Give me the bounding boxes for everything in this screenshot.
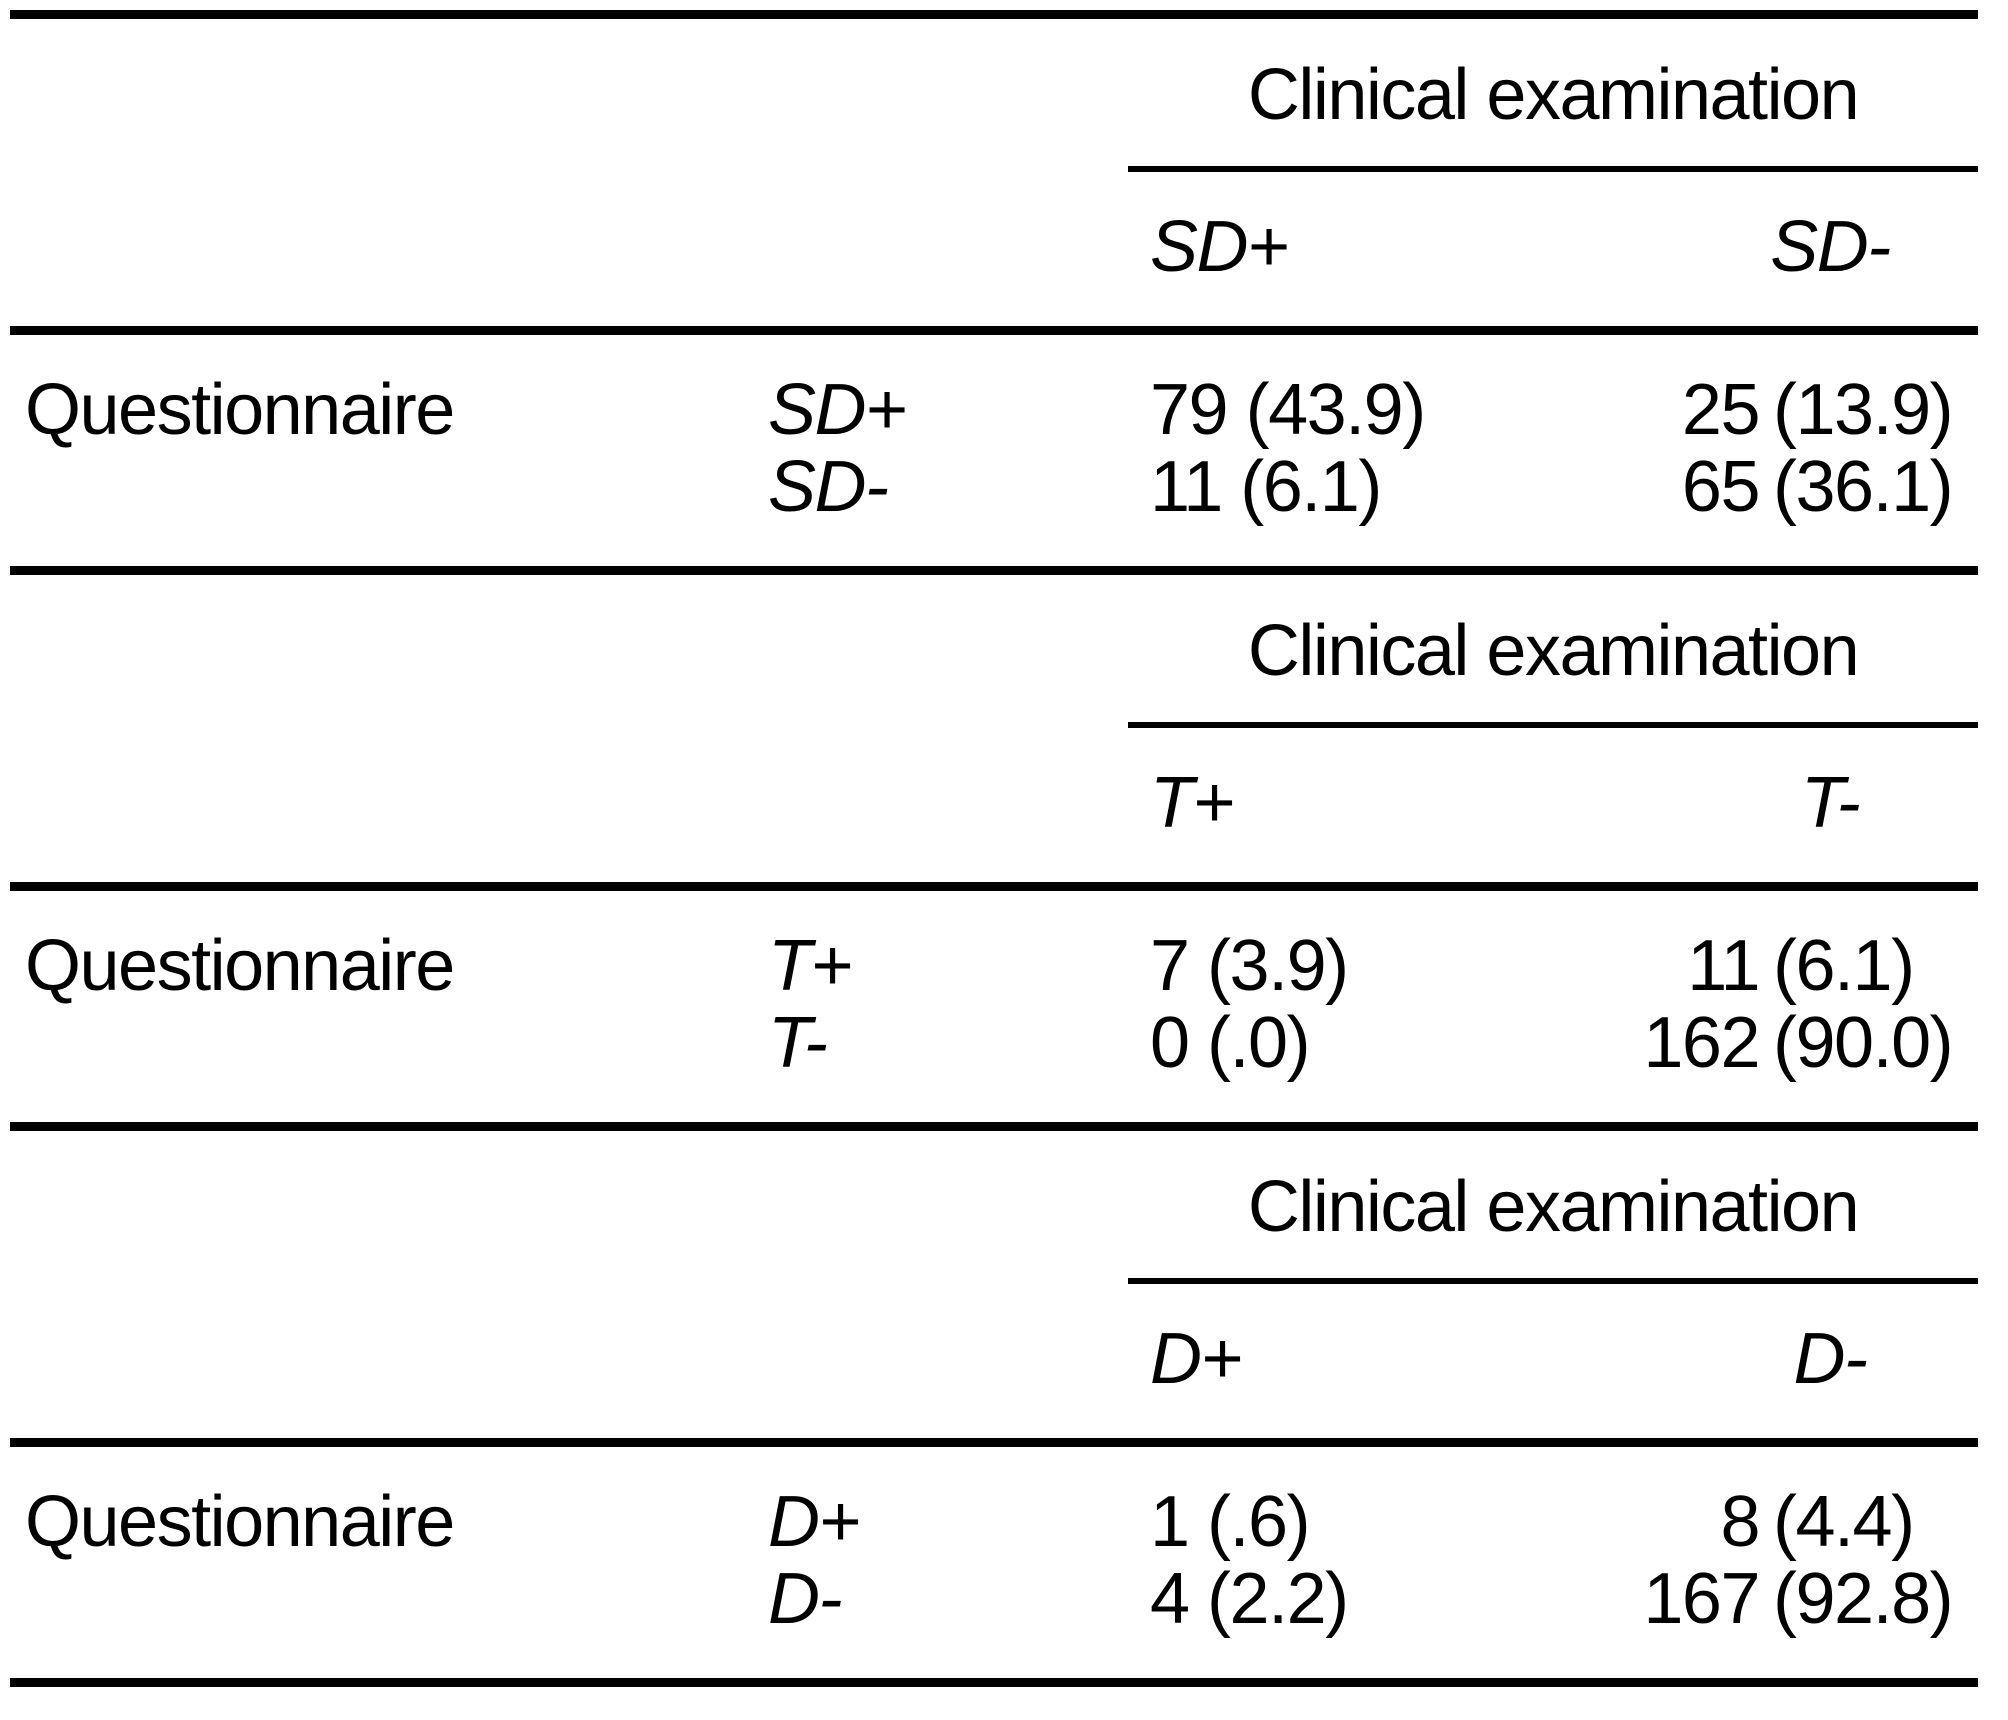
table-row: SD- 11 (6.1) 65 (36.1)	[0, 447, 2008, 527]
column-header-d-negative: D-	[1793, 1319, 1868, 1399]
cell-percent: (13.9)	[1773, 370, 1954, 450]
clinical-examination-header: Clinical examination	[1247, 1167, 1860, 1247]
table-row: D- 4 (2.2) 167 (92.8)	[0, 1559, 2008, 1639]
data-cell-dneg-dpos: 4 (2.2)	[1150, 1559, 1349, 1639]
cell-percent: (92.8)	[1773, 1559, 1954, 1639]
data-cell-dpos-dpos: 1 (.6)	[1150, 1482, 1311, 1562]
table-row: Questionnaire T+ 7 (3.9) 11 (6.1)	[0, 926, 2008, 1006]
table-bottom-rule	[10, 1678, 1978, 1687]
column-header-sd-positive: SD+	[1150, 207, 1289, 287]
table-row: T- 0 (.0) 162 (90.0)	[0, 1003, 2008, 1083]
cell-count: 8	[1720, 1482, 1760, 1562]
data-cell-tpos-tneg: 11 (6.1)	[1500, 926, 1978, 1006]
column-header-d-positive: D+	[1150, 1319, 1243, 1399]
row-label-t-negative: T-	[768, 1003, 828, 1083]
subtable-t: Clinical examination T+ T- Questionnaire…	[0, 566, 2008, 1122]
row-group-label-questionnaire: Questionnaire	[25, 926, 455, 1006]
row-group-label-questionnaire: Questionnaire	[25, 370, 455, 450]
data-cell-tpos-tpos: 7 (3.9)	[1150, 926, 1349, 1006]
data-cell-dneg-dneg: 167 (92.8)	[1500, 1559, 1978, 1639]
clinical-examination-header: Clinical examination	[1247, 611, 1860, 691]
data-cell-tneg-tpos: 0 (.0)	[1150, 1003, 1311, 1083]
spanner-rule	[1128, 166, 1978, 172]
spanner-rule	[1128, 1278, 1978, 1284]
data-cell-sdneg-sdneg: 65 (36.1)	[1500, 447, 1978, 527]
column-header-t-negative: T-	[1800, 763, 1861, 843]
column-header-t-positive: T+	[1150, 763, 1235, 843]
cell-count: 65	[1681, 447, 1761, 527]
subtable-sd: Clinical examination SD+ SD- Questionnai…	[0, 10, 2008, 566]
cell-percent: (90.0)	[1773, 1003, 1954, 1083]
row-label-d-positive: D+	[768, 1482, 861, 1562]
header-divider-rule	[10, 882, 1978, 891]
cell-count: 25	[1681, 370, 1761, 450]
cell-percent: (6.1)	[1773, 926, 1915, 1006]
column-header-sd-negative: SD-	[1770, 207, 1891, 287]
table-row: Questionnaire SD+ 79 (43.9) 25 (13.9)	[0, 370, 2008, 450]
data-cell-sdpos-sdneg: 25 (13.9)	[1500, 370, 1978, 450]
header-divider-rule	[10, 326, 1978, 335]
spanner-rule	[1128, 722, 1978, 728]
data-cell-sdpos-sdpos: 79 (43.9)	[1150, 370, 1426, 450]
table-top-rule	[10, 566, 1978, 575]
cell-count: 167	[1643, 1559, 1760, 1639]
cell-percent: (36.1)	[1773, 447, 1954, 527]
cell-count: 11	[1687, 926, 1760, 1006]
data-cell-tneg-tneg: 162 (90.0)	[1500, 1003, 1978, 1083]
table-top-rule	[10, 10, 1978, 19]
header-divider-rule	[10, 1438, 1978, 1447]
table-top-rule	[10, 1122, 1978, 1131]
clinical-examination-header: Clinical examination	[1247, 55, 1860, 135]
cell-percent: (4.4)	[1773, 1482, 1915, 1562]
row-label-sd-positive: SD+	[768, 370, 907, 450]
row-label-t-positive: T+	[768, 926, 853, 1006]
row-group-label-questionnaire: Questionnaire	[25, 1482, 455, 1562]
subtable-d: Clinical examination D+ D- Questionnaire…	[0, 1122, 2008, 1687]
row-label-d-negative: D-	[768, 1559, 842, 1639]
data-cell-sdneg-sdpos: 11 (6.1)	[1150, 447, 1382, 527]
cell-count: 162	[1643, 1003, 1760, 1083]
data-cell-dpos-dneg: 8 (4.4)	[1500, 1482, 1978, 1562]
row-label-sd-negative: SD-	[768, 447, 889, 527]
table-row: Questionnaire D+ 1 (.6) 8 (4.4)	[0, 1482, 2008, 1562]
